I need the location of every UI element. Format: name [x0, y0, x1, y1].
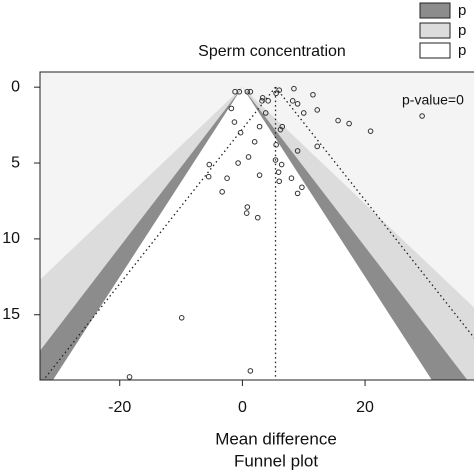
- study-point: [178, 314, 185, 321]
- study-point: [278, 161, 285, 168]
- study-point: [231, 119, 238, 125]
- study-point: [299, 184, 305, 191]
- study-point: [314, 107, 321, 113]
- study-point: [289, 98, 296, 104]
- y-tick-label: 15: [2, 306, 20, 323]
- study-point: [288, 175, 295, 182]
- study-point: [254, 214, 261, 221]
- study-point: [247, 88, 254, 95]
- study-point: [262, 110, 269, 116]
- study-point: [205, 173, 212, 180]
- y-tick-label: 10: [2, 230, 20, 247]
- study-point: [300, 110, 307, 116]
- study-point: [126, 374, 133, 380]
- study-point: [206, 161, 213, 168]
- study-point: [314, 143, 321, 150]
- study-point: [277, 126, 284, 133]
- study-point: [310, 91, 316, 98]
- study-point: [291, 85, 297, 92]
- study-point: [245, 154, 252, 160]
- annotation: p-value=0: [402, 92, 464, 108]
- legend-label: p: [458, 22, 466, 39]
- study-point: [419, 113, 425, 119]
- legend-swatch: [419, 22, 451, 39]
- chart-title: Sperm concentration: [198, 43, 346, 60]
- study-point: [367, 128, 374, 134]
- x-axis-label: Mean difference: [215, 429, 337, 448]
- x-tick-label: 20: [356, 399, 374, 416]
- study-point: [219, 189, 225, 195]
- study-point: [272, 157, 279, 163]
- study-point: [259, 98, 265, 104]
- study-point: [273, 142, 279, 148]
- contour-region: [53, 87, 432, 380]
- x-tick-label: -20: [108, 399, 131, 416]
- study-point: [244, 88, 251, 95]
- study-point: [237, 129, 244, 136]
- study-point: [259, 94, 266, 101]
- study-point: [294, 190, 301, 197]
- plot-area: [40, 72, 474, 380]
- study-point: [247, 368, 254, 374]
- pseudo-ci-right: [275, 86, 474, 339]
- study-point: [276, 178, 283, 185]
- study-point: [256, 172, 263, 178]
- y-tick-label: 0: [11, 78, 20, 95]
- study-point: [275, 169, 282, 175]
- study-point: [244, 204, 251, 210]
- study-point: [251, 138, 258, 145]
- study-point: [273, 90, 279, 97]
- study-point: [294, 148, 301, 154]
- x-tick-label: 0: [238, 399, 247, 416]
- study-point: [294, 101, 301, 107]
- caption: Funnel plot: [234, 451, 318, 470]
- study-point: [346, 120, 352, 127]
- study-point: [236, 88, 243, 95]
- plot-frame: [39, 71, 474, 381]
- legend-swatch: [419, 42, 451, 59]
- study-point: [235, 160, 241, 166]
- study-point: [224, 175, 230, 182]
- pseudo-ci-left: [42, 86, 277, 380]
- study-point: [265, 98, 271, 104]
- legend-label: p: [458, 42, 466, 59]
- study-point: [256, 123, 263, 130]
- y-tick-label: 5: [11, 154, 20, 171]
- study-point: [276, 87, 283, 94]
- legend-label: p: [458, 2, 466, 19]
- study-point: [335, 117, 341, 124]
- study-point: [228, 105, 235, 112]
- study-point: [243, 210, 250, 216]
- legend-swatch: [419, 2, 451, 19]
